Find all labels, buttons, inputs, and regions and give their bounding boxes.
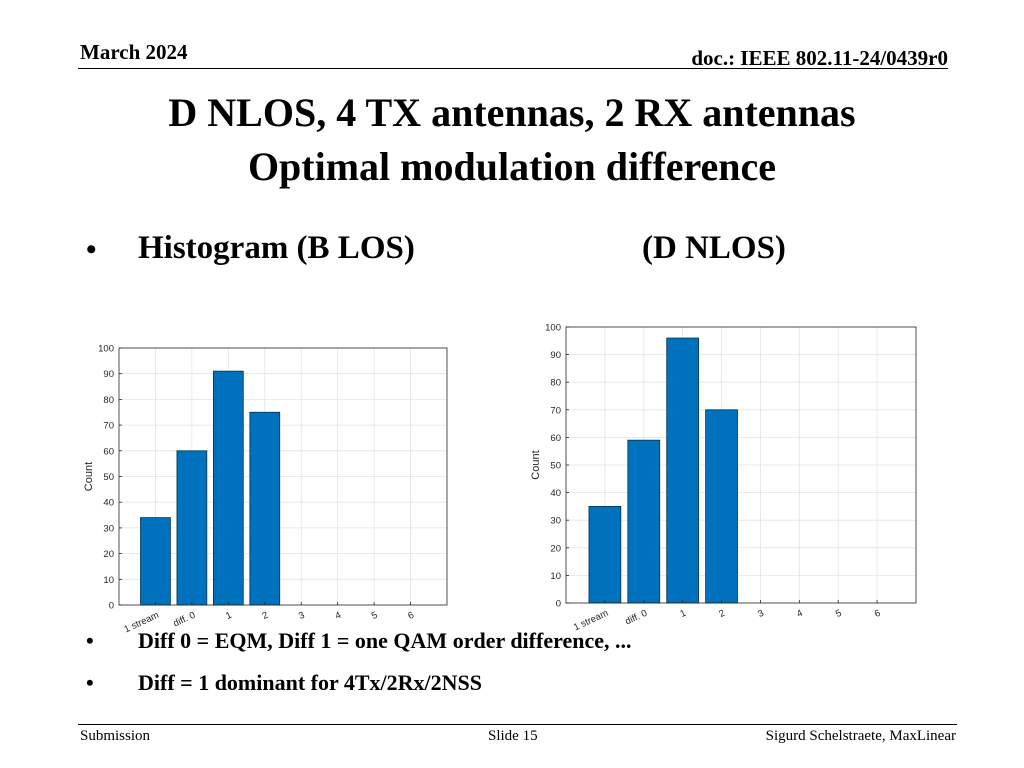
y-tick-label: 30 [103, 523, 114, 534]
x-tick-label: 6 [873, 608, 882, 620]
bar-1 [212, 370, 244, 606]
bar-diff-0 [627, 439, 661, 604]
y-tick-label: 70 [550, 405, 561, 416]
header-doc-number: doc.: IEEE 802.11-24/0439r0 [691, 46, 948, 70]
y-tick-label: 100 [98, 344, 114, 355]
header-divider [78, 68, 948, 69]
x-tick-label: diff. 0 [623, 608, 649, 628]
bar-1-stream [588, 505, 622, 604]
y-tick-label: 60 [550, 433, 561, 444]
footer-submission: Submission [80, 728, 151, 744]
histogram-right-label: (D NLOS) [642, 230, 786, 266]
y-tick-label: 40 [103, 498, 114, 509]
x-tick-label: 5 [834, 608, 843, 620]
y-tick-label: 0 [556, 599, 561, 610]
y-tick-label: 30 [550, 516, 561, 527]
histogram-left-label: Histogram (B LOS) [138, 230, 415, 266]
slide-title: D NLOS, 4 TX antennas, 2 RX antennas Opt… [0, 86, 1024, 194]
y-tick-label: 70 [103, 421, 114, 432]
y-tick-label: 20 [550, 543, 561, 554]
bar-2 [705, 409, 738, 604]
y-tick-label: 90 [103, 369, 114, 380]
y-tick-label: 40 [550, 488, 561, 499]
y-tick-label: 10 [550, 571, 561, 582]
note-diff-dominant: Diff = 1 dominant for 4Tx/2Rx/2NSS [138, 670, 482, 695]
y-axis-label: Count [530, 450, 542, 479]
footer-slide-number: Slide 15 [488, 728, 538, 744]
bullet-dot-icon: • [86, 628, 94, 653]
y-tick-label: 80 [103, 395, 114, 406]
y-axis-label: Count [83, 462, 95, 491]
note-diff-definition: Diff 0 = EQM, Diff 1 = one QAM order dif… [138, 628, 632, 653]
bar-2 [249, 411, 281, 606]
x-tick-label: 4 [795, 608, 804, 620]
y-tick-label: 50 [550, 461, 561, 472]
y-tick-label: 20 [103, 549, 114, 560]
y-tick-label: 10 [103, 575, 114, 586]
slide-title-line2: Optimal modulation difference [247, 144, 777, 189]
y-tick-label: 80 [550, 378, 561, 389]
x-tick-label: 6 [406, 610, 415, 622]
x-tick-label: 4 [333, 610, 342, 622]
bar-1 [666, 337, 700, 604]
y-tick-label: 60 [103, 446, 114, 457]
y-tick-label: 0 [109, 601, 114, 612]
x-tick-label: 1 [678, 608, 687, 620]
footer-divider [78, 724, 957, 725]
slide-title-line1: D NLOS, 4 TX antennas, 2 RX antennas [168, 90, 856, 135]
x-tick-label: 3 [756, 608, 765, 620]
bullet-dot-icon: • [86, 670, 94, 695]
bar-diff-0 [176, 450, 208, 606]
x-tick-label: 5 [370, 610, 379, 622]
footer-author: Sigurd Schelstraete, MaxLinear [765, 728, 956, 744]
x-tick-label: 2 [261, 610, 270, 622]
y-tick-label: 100 [545, 323, 561, 334]
y-tick-label: 90 [550, 350, 561, 361]
x-tick-label: 1 [224, 610, 233, 622]
bullet-dot-icon: • [86, 233, 97, 266]
x-tick-label: 2 [717, 608, 726, 620]
x-tick-label: 3 [297, 610, 306, 622]
y-tick-label: 50 [103, 472, 114, 483]
header-date: March 2024 [80, 40, 188, 64]
